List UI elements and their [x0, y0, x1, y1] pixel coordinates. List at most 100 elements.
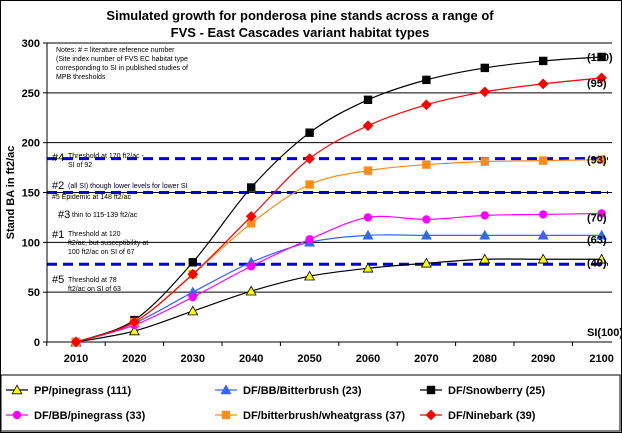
chart-title-line-1: Simulated growth for ponderosa pine stan…	[106, 8, 494, 23]
notes-box: Notes: # = literature reference number (S…	[56, 47, 188, 81]
y-tick-label: 250	[22, 88, 40, 100]
data-point	[596, 72, 607, 84]
data-point	[305, 128, 314, 137]
legend-item: DF/bitterbrush/wheatgrass (37)	[215, 410, 405, 422]
annotation-ref: #5	[52, 274, 64, 286]
axes	[43, 42, 612, 346]
legend-marker	[221, 410, 231, 420]
data-point	[246, 183, 256, 192]
data-point	[188, 292, 197, 302]
y-tick-label: 50	[28, 287, 40, 299]
data-point	[188, 258, 197, 267]
y-tick-label: 0	[34, 337, 40, 349]
legend-marker	[425, 409, 437, 421]
legend-label: DF/Snowberry (25)	[448, 385, 546, 397]
end-label: (63)	[587, 234, 607, 246]
data-point	[305, 180, 314, 189]
annotation-text: Threshold at 170 ft2/ac -	[68, 153, 145, 160]
end-label: (70)	[587, 212, 607, 224]
notes-line: corresponding to SI in published studies…	[56, 65, 188, 72]
data-point	[363, 166, 373, 175]
data-point	[479, 229, 491, 240]
annotation-ref: #2	[52, 180, 64, 192]
series-0	[70, 253, 608, 347]
data-point	[246, 262, 256, 271]
data-series	[70, 52, 608, 348]
legend-item: DF/Ninebark (39)	[420, 409, 536, 422]
annotation-text: thin to 115-139 ft2/ac	[72, 212, 138, 219]
grid-lines	[47, 42, 612, 293]
data-point	[128, 325, 140, 336]
data-point	[597, 155, 606, 164]
data-point	[480, 157, 489, 166]
legend-item: DF/Snowberry (25)	[420, 385, 546, 397]
y-tick-label: 300	[22, 38, 40, 50]
threshold-lines	[47, 157, 608, 266]
legend-marker	[12, 410, 22, 420]
legend-label: DF/BB/pinegrass (33)	[34, 410, 146, 422]
y-axis-label: Stand BA in ft2/ac	[5, 146, 17, 240]
data-point	[539, 56, 548, 66]
x-tick-label: 2050	[297, 353, 321, 365]
x-tick-label: 2060	[356, 353, 380, 365]
annotation-text: ft2/ac on SI of 63	[68, 286, 121, 293]
end-label: (120)	[587, 52, 613, 64]
end-label: (95)	[587, 78, 607, 90]
data-point	[305, 235, 314, 244]
annotation-ref: #3	[58, 209, 70, 221]
data-point	[304, 153, 315, 164]
legend-marker	[426, 385, 436, 395]
x-tick-label: 2080	[473, 353, 497, 365]
annotation-text: SI of 92	[68, 162, 92, 169]
annotation-text: Threshold at 78	[68, 277, 117, 284]
data-point	[537, 253, 549, 264]
data-point	[422, 215, 431, 224]
x-tick-labels: 2010 2020 2030 2040 2050 2060 2070 2080 2090 2100	[64, 353, 614, 365]
data-point	[187, 305, 199, 316]
y-tick-label: 200	[22, 138, 40, 150]
data-point	[596, 253, 608, 264]
annotation-ref: #4	[52, 152, 64, 164]
legend-label: DF/BB/Bitterbrush (23)	[243, 385, 362, 397]
data-point	[245, 211, 257, 222]
annotation-text: ft2/ac, but susceptibility at	[68, 240, 148, 247]
notes-line: MPB thresholds	[56, 74, 106, 81]
data-point	[363, 213, 373, 222]
data-point	[480, 211, 489, 220]
x-tick-label: 2040	[239, 353, 263, 365]
x-tick-label: 2070	[414, 353, 438, 365]
data-point	[597, 52, 606, 62]
legend-label: DF/bitterbrush/wheatgrass (37)	[243, 410, 405, 422]
chart-title-line-2: FVS - East Cascades variant habitat type…	[171, 25, 430, 40]
x-tick-label: 2030	[181, 353, 205, 365]
data-point	[304, 270, 316, 281]
legend-item: PP/pinegrass (111)	[6, 384, 132, 397]
chart-title: Simulated growth for ponderosa pine stan…	[106, 8, 494, 40]
legend-marker	[11, 384, 23, 395]
data-point	[421, 99, 432, 111]
data-point	[537, 229, 549, 240]
data-point	[420, 257, 432, 268]
data-point	[596, 229, 608, 240]
annotation-text: (all SI) though lower levels for lower S…	[68, 183, 187, 190]
x-tick-label: 2010	[64, 353, 88, 365]
x-tick-label: 2020	[122, 353, 146, 365]
end-label: (49)	[587, 257, 607, 269]
data-point	[480, 63, 489, 73]
y-tick-labels: 0 50 100 150 200 250 300	[22, 38, 40, 349]
series-line	[75, 258, 602, 343]
data-point	[422, 160, 431, 169]
legend-label: PP/pinegrass (111)	[34, 385, 132, 397]
annotation-ref: #1	[52, 229, 64, 241]
notes-line: (Site index number of FVS EC habitat typ…	[56, 56, 188, 63]
data-point	[597, 209, 606, 218]
data-point	[479, 86, 491, 98]
y-tick-label: 150	[22, 188, 40, 200]
series-line	[75, 234, 602, 343]
data-point	[362, 120, 374, 132]
legend-box	[0, 374, 621, 432]
threshold-annotations: #4 Threshold at 170 ft2/ac - SI of 92 #2 (al…	[52, 152, 187, 293]
notes-line: Notes: # = literature reference number	[56, 47, 175, 54]
